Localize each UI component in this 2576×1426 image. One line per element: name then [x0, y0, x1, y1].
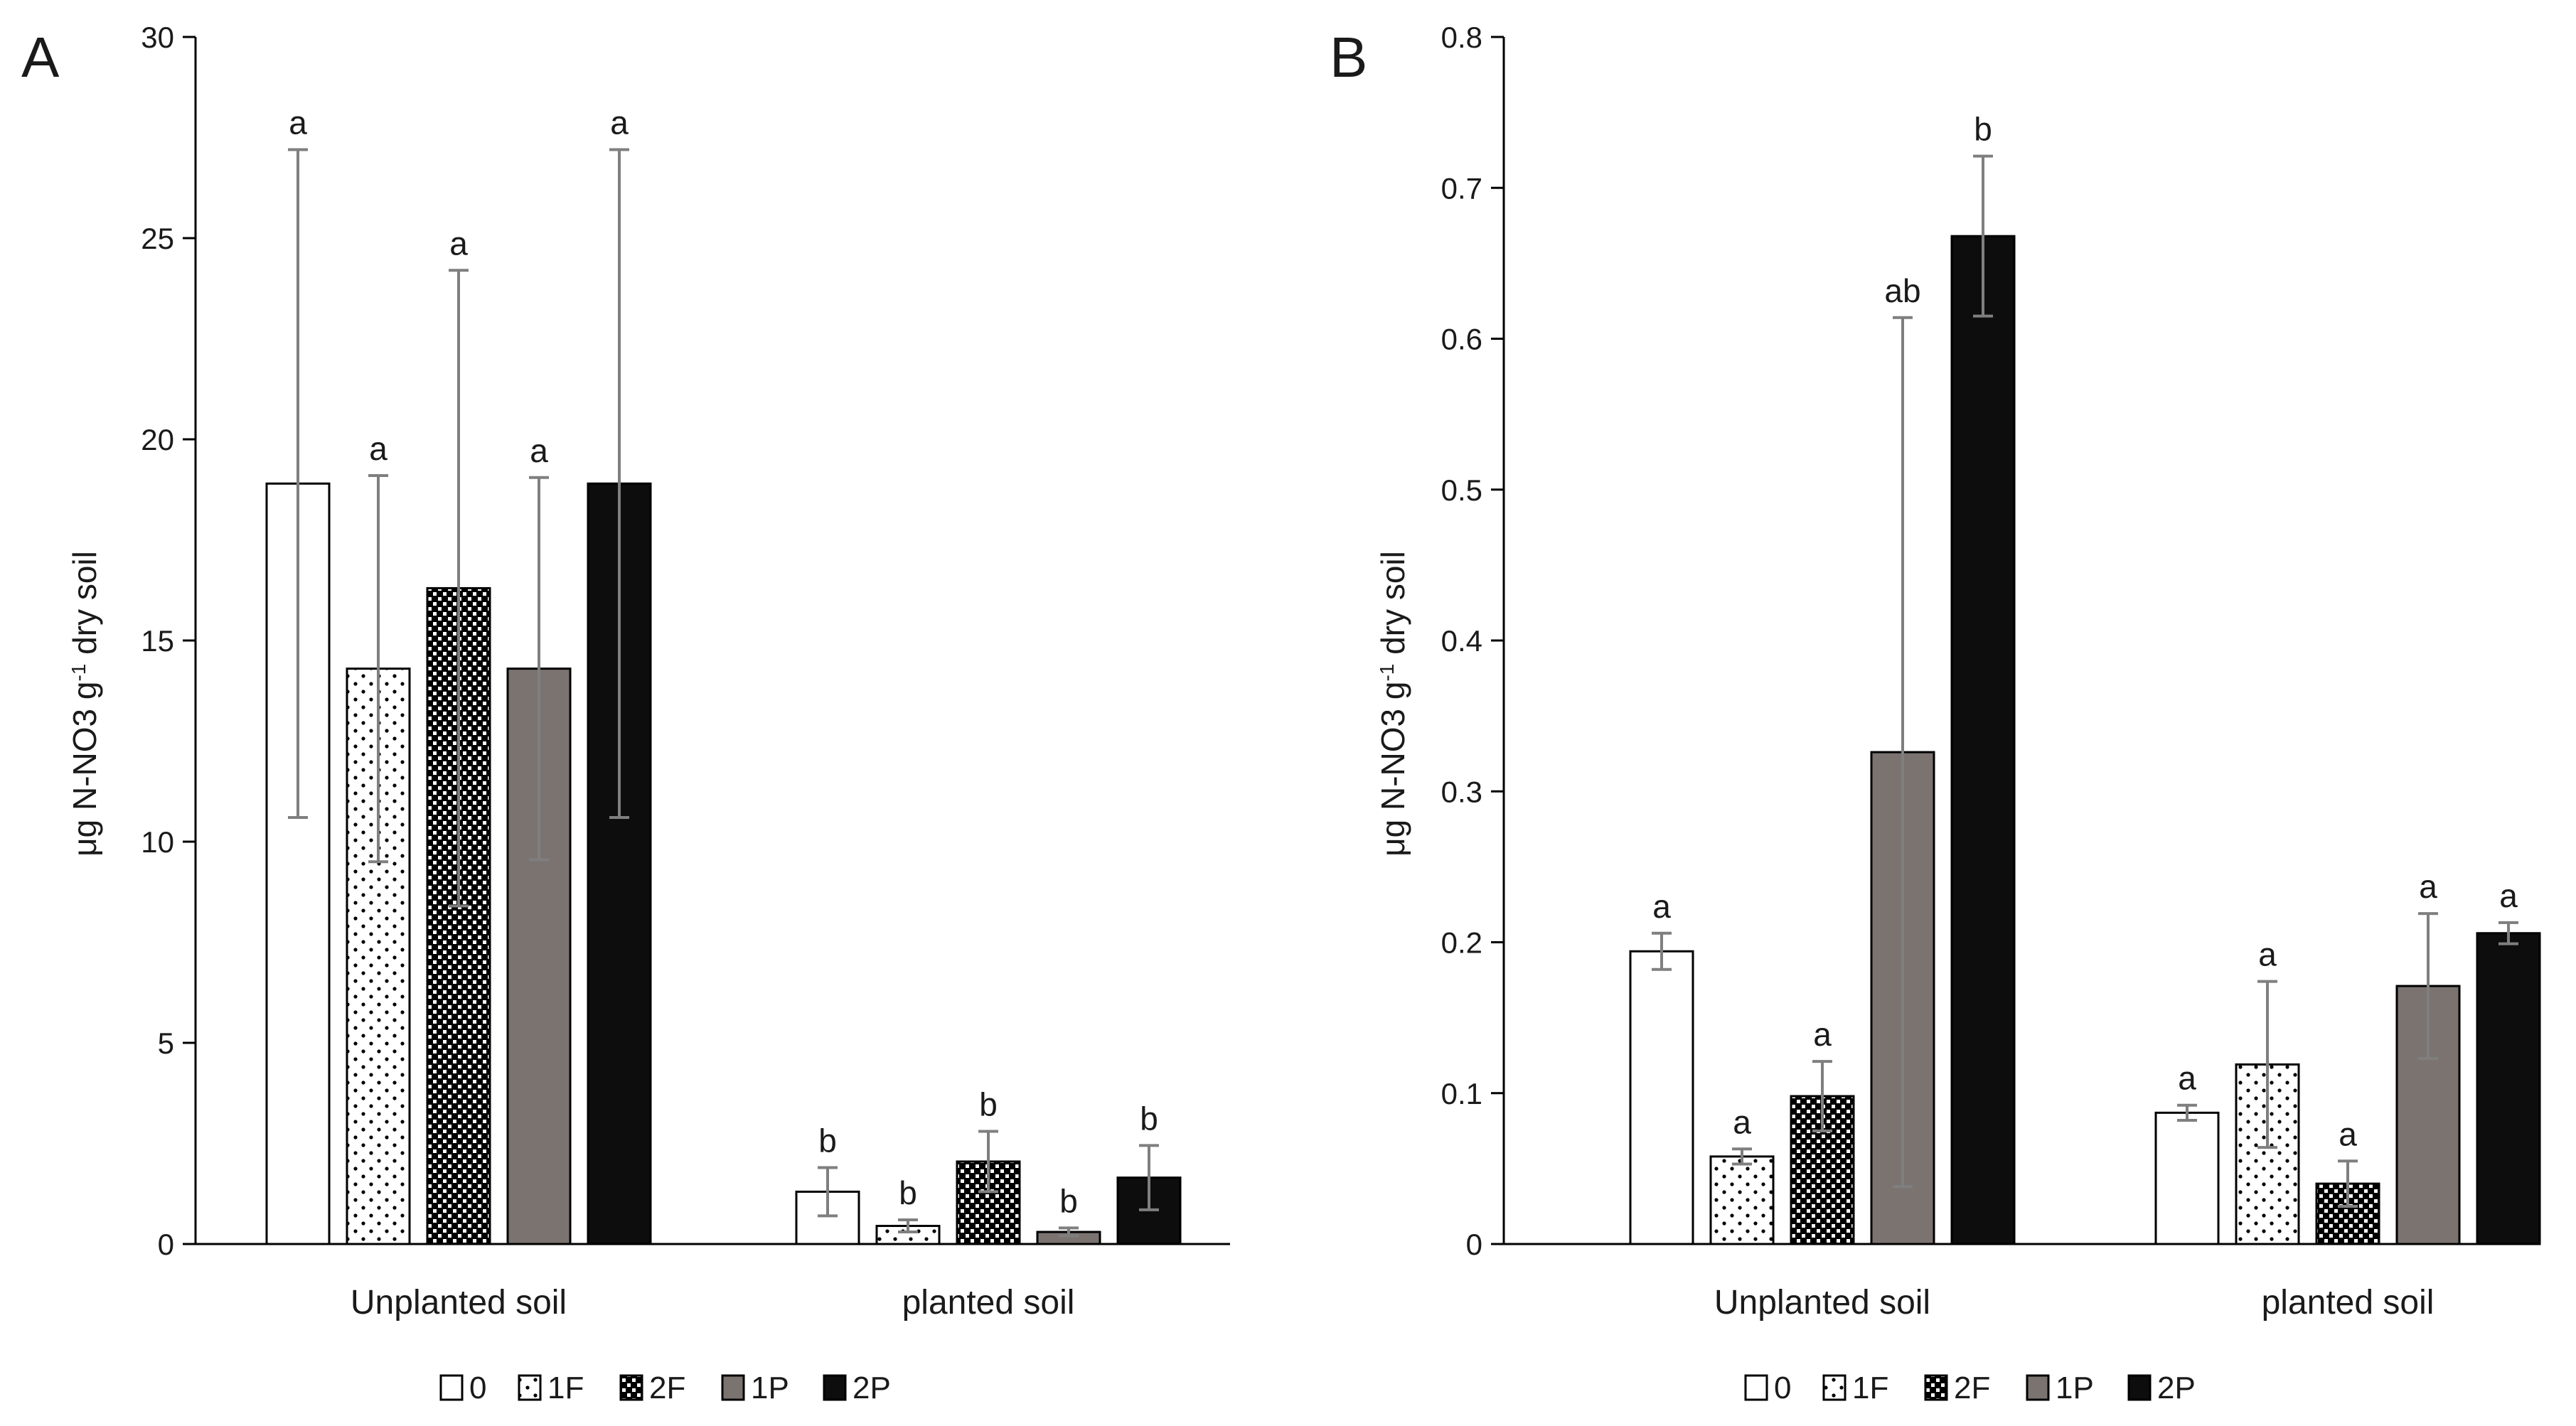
bar-0-planted — [2154, 1111, 2220, 1245]
legend-swatch — [1744, 1374, 1768, 1401]
x-category-label: Unplanted soil — [1714, 1284, 1930, 1322]
legend-item-2F: 2F — [619, 1371, 685, 1405]
legend-item-2P: 2P — [823, 1371, 891, 1405]
sig-letters-a: a a a a a b b b b b — [289, 104, 1158, 1219]
legend-item-2F: 2F — [1924, 1371, 1990, 1405]
x-categories-a: Unplanted soil planted soil — [351, 1284, 1075, 1322]
y-ticks-b: 0 0.1 0.2 0.3 0.4 0.5 0.6 0.7 0.8 — [1441, 21, 1504, 1261]
legend-b: 0 1F 2F 1P 2P — [1744, 1371, 2196, 1405]
significance-letter: a — [289, 104, 307, 141]
x-category-label: planted soil — [2262, 1284, 2435, 1322]
significance-letter: a — [2499, 877, 2518, 914]
legend-item-1F: 1F — [518, 1371, 584, 1405]
legend-label: 1P — [751, 1371, 789, 1405]
legend-item-0: 0 — [1744, 1371, 1791, 1405]
legend-label: 1F — [1852, 1371, 1888, 1405]
legend-swatch — [619, 1374, 643, 1401]
panel-label-b: B — [1330, 26, 1367, 89]
bar-0-planted — [795, 1190, 860, 1245]
x-category-label: planted soil — [902, 1284, 1075, 1322]
y-tick-label: 20 — [141, 423, 174, 456]
error-bars-b — [1652, 154, 2518, 1208]
bars-b — [1629, 235, 2541, 1245]
y-tick-label: 30 — [141, 21, 174, 54]
y-tick-label: 0.4 — [1441, 624, 1482, 658]
significance-letter: a — [1813, 1016, 1832, 1053]
bars-a — [265, 482, 1182, 1245]
legend-swatch — [1924, 1374, 1948, 1401]
panel-b: B μg N-NO3 g-1 dry soil 0 0.1 0.2 0.3 0.4 0.5… — [1330, 21, 2541, 1405]
y-tick-label: 0.5 — [1441, 473, 1482, 507]
legend-swatch — [823, 1374, 847, 1401]
y-axis-label-a: μg N-NO3 g-1 dry soil — [66, 551, 103, 857]
bar-1F-unplanted — [1709, 1155, 1775, 1245]
significance-letter: b — [1974, 111, 1992, 148]
y-tick-label: 15 — [141, 624, 174, 658]
x-category-label: Unplanted soil — [351, 1284, 567, 1322]
y-tick-label: 10 — [141, 825, 174, 859]
significance-letter: b — [899, 1174, 917, 1211]
y-tick-label: 0.1 — [1441, 1077, 1482, 1110]
y-tick-label: 0.7 — [1441, 171, 1482, 205]
y-tick-label: 0 — [1466, 1228, 1482, 1261]
significance-letter: a — [530, 432, 548, 469]
significance-letter: b — [979, 1086, 998, 1123]
error-bars-a — [288, 148, 1159, 1238]
y-tick-label: 25 — [141, 222, 174, 255]
y-axis-label-b: μg N-NO3 g-1 dry soil — [1374, 551, 1411, 857]
sig-letters-b: a a a ab b a a a a a — [1652, 111, 2518, 1153]
y-tick-label: 5 — [158, 1026, 174, 1060]
significance-letter: a — [369, 430, 388, 467]
y-tick-label: 0.8 — [1441, 21, 1482, 54]
legend-label: 2F — [1954, 1371, 1990, 1405]
y-ticks-a: 0 5 10 15 20 25 30 — [141, 21, 196, 1261]
legend-item-0: 0 — [439, 1371, 486, 1405]
legend-swatch — [518, 1374, 542, 1401]
legend-item-1F: 1F — [1822, 1371, 1888, 1405]
legend-label: 0 — [469, 1371, 486, 1405]
bar-0-unplanted — [1629, 950, 1694, 1245]
legend-swatch — [439, 1374, 464, 1401]
significance-letter: b — [1140, 1100, 1158, 1137]
significance-letter: a — [610, 104, 629, 141]
legend-label: 0 — [1774, 1371, 1791, 1405]
legend-item-1P: 1P — [721, 1371, 789, 1405]
y-tick-label: 0 — [158, 1228, 174, 1261]
legend-swatch — [2026, 1374, 2050, 1401]
panel-label-a: A — [21, 26, 60, 89]
significance-letter: a — [1652, 888, 1671, 925]
significance-letter: a — [449, 225, 468, 262]
bar-2P-planted — [2476, 932, 2541, 1245]
y-tick-label: 0.3 — [1441, 775, 1482, 808]
significance-letter: b — [818, 1122, 837, 1159]
legend-label: 2P — [853, 1371, 891, 1405]
significance-letter: a — [2178, 1060, 2196, 1097]
y-tick-label: 0.2 — [1441, 926, 1482, 960]
x-categories-b: Unplanted soil planted soil — [1714, 1284, 2435, 1322]
significance-letter: b — [1059, 1182, 1078, 1219]
y-tick-label: 0.6 — [1441, 323, 1482, 356]
bar-2P-unplanted — [1950, 235, 2016, 1245]
legend-a: 0 1F 2F 1P 2P — [439, 1371, 891, 1405]
significance-letter: ab — [1884, 272, 1920, 309]
legend-item-2P: 2P — [2127, 1371, 2196, 1405]
legend-item-1P: 1P — [2026, 1371, 2094, 1405]
legend-label: 2F — [649, 1371, 685, 1405]
legend-label: 1P — [2056, 1371, 2094, 1405]
legend-label: 2P — [2157, 1371, 2196, 1405]
significance-letter: a — [1733, 1103, 1751, 1140]
significance-letter: a — [2339, 1115, 2357, 1152]
legend-label: 1F — [547, 1371, 584, 1405]
significance-letter: a — [2258, 936, 2277, 973]
legend-swatch — [721, 1374, 745, 1401]
significance-letter: a — [2419, 868, 2437, 905]
legend-swatch — [2127, 1374, 2152, 1401]
legend-swatch — [1822, 1374, 1847, 1401]
